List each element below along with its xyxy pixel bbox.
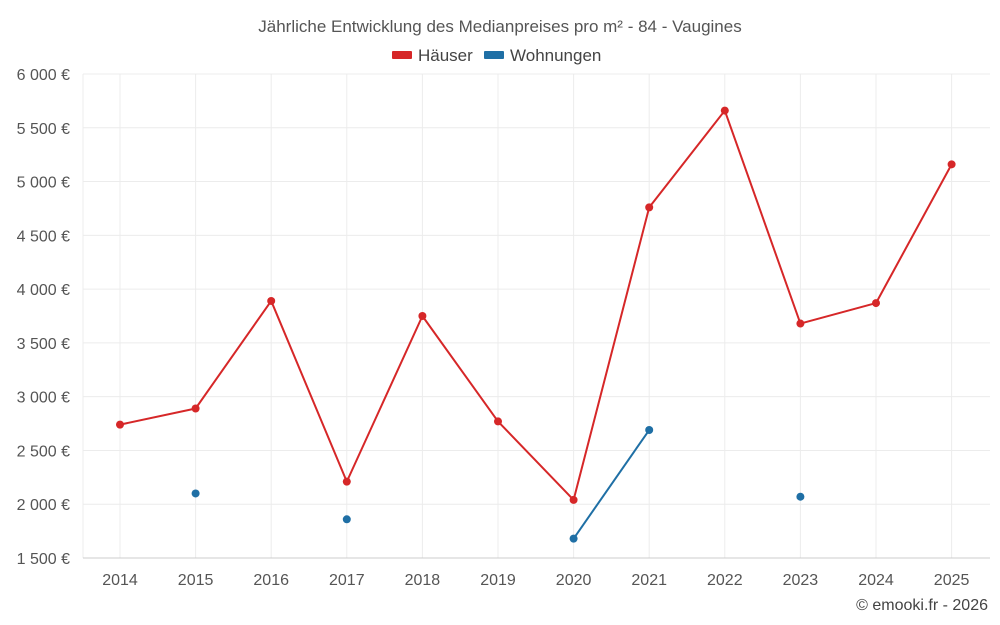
y-tick-label: 4 500 € [17, 228, 70, 245]
x-tick-label: 2020 [556, 572, 592, 589]
x-tick-label: 2024 [858, 572, 894, 589]
y-tick-label: 3 500 € [17, 336, 70, 353]
y-tick-label: 4 000 € [17, 282, 70, 299]
data-point[interactable] [267, 296, 276, 305]
legend-label-haeuser: Häuser [418, 46, 473, 65]
y-tick-label: 6 000 € [17, 67, 70, 84]
series-1 [191, 426, 805, 543]
x-tick-labels: 2014 2015 2016 2017 2018 2019 2020 2021 2022 2023… [102, 572, 969, 589]
data-point[interactable] [720, 106, 729, 115]
legend-item-haeuser[interactable]: Häuser [392, 46, 473, 65]
y-tick-label: 2 500 € [17, 443, 70, 460]
x-tick-label: 2025 [934, 572, 970, 589]
y-tick-label: 5 000 € [17, 175, 70, 192]
data-point[interactable] [872, 299, 880, 308]
grid [82, 73, 990, 558]
data-point[interactable] [191, 404, 200, 413]
y-tick-label: 2 000 € [17, 497, 70, 514]
x-tick-label: 2022 [707, 572, 743, 589]
legend-item-wohnungen[interactable]: Wohnungen [484, 46, 601, 65]
y-tick-label: 5 500 € [17, 121, 70, 138]
series-line-1 [572, 429, 651, 540]
credit-text[interactable]: © emooki.fr - 2026 [856, 597, 988, 614]
data-point[interactable] [645, 426, 654, 435]
x-tick-label: 2021 [631, 572, 667, 589]
data-point[interactable] [418, 312, 427, 320]
data-point[interactable] [569, 534, 578, 543]
series [116, 106, 956, 543]
data-point[interactable] [947, 160, 956, 169]
x-tick-label: 2015 [178, 572, 214, 589]
data-point[interactable] [116, 420, 124, 429]
legend-swatch-haeuser [392, 51, 412, 59]
x-tick-label: 2023 [783, 572, 819, 589]
series-line-0 [119, 109, 953, 501]
x-tick-label: 2016 [253, 572, 289, 589]
data-point[interactable] [342, 515, 351, 524]
data-point[interactable] [645, 203, 654, 212]
series-0 [116, 106, 956, 504]
data-point[interactable] [191, 489, 200, 498]
y-tick-label: 1 500 € [17, 551, 70, 568]
x-tick-label: 2019 [480, 572, 516, 589]
legend-swatch-wohnungen [484, 51, 504, 59]
data-point[interactable] [569, 495, 578, 504]
chart-title: Jährliche Entwicklung des Medianpreises … [258, 17, 741, 36]
legend: Häuser Wohnungen [392, 46, 601, 65]
legend-label-wohnungen: Wohnungen [510, 46, 601, 65]
x-tick-label: 2014 [102, 572, 138, 589]
y-tick-label: 3 000 € [17, 390, 70, 407]
data-point[interactable] [494, 417, 502, 426]
y-tick-labels: 1 500 € 2 000 € 2 500 € 3 000 € 3 500 € 4 000… [17, 67, 70, 568]
x-tick-label: 2018 [405, 572, 441, 589]
x-tick-label: 2017 [329, 572, 365, 589]
data-point[interactable] [796, 319, 805, 328]
data-point[interactable] [796, 492, 805, 501]
data-point[interactable] [342, 477, 351, 486]
